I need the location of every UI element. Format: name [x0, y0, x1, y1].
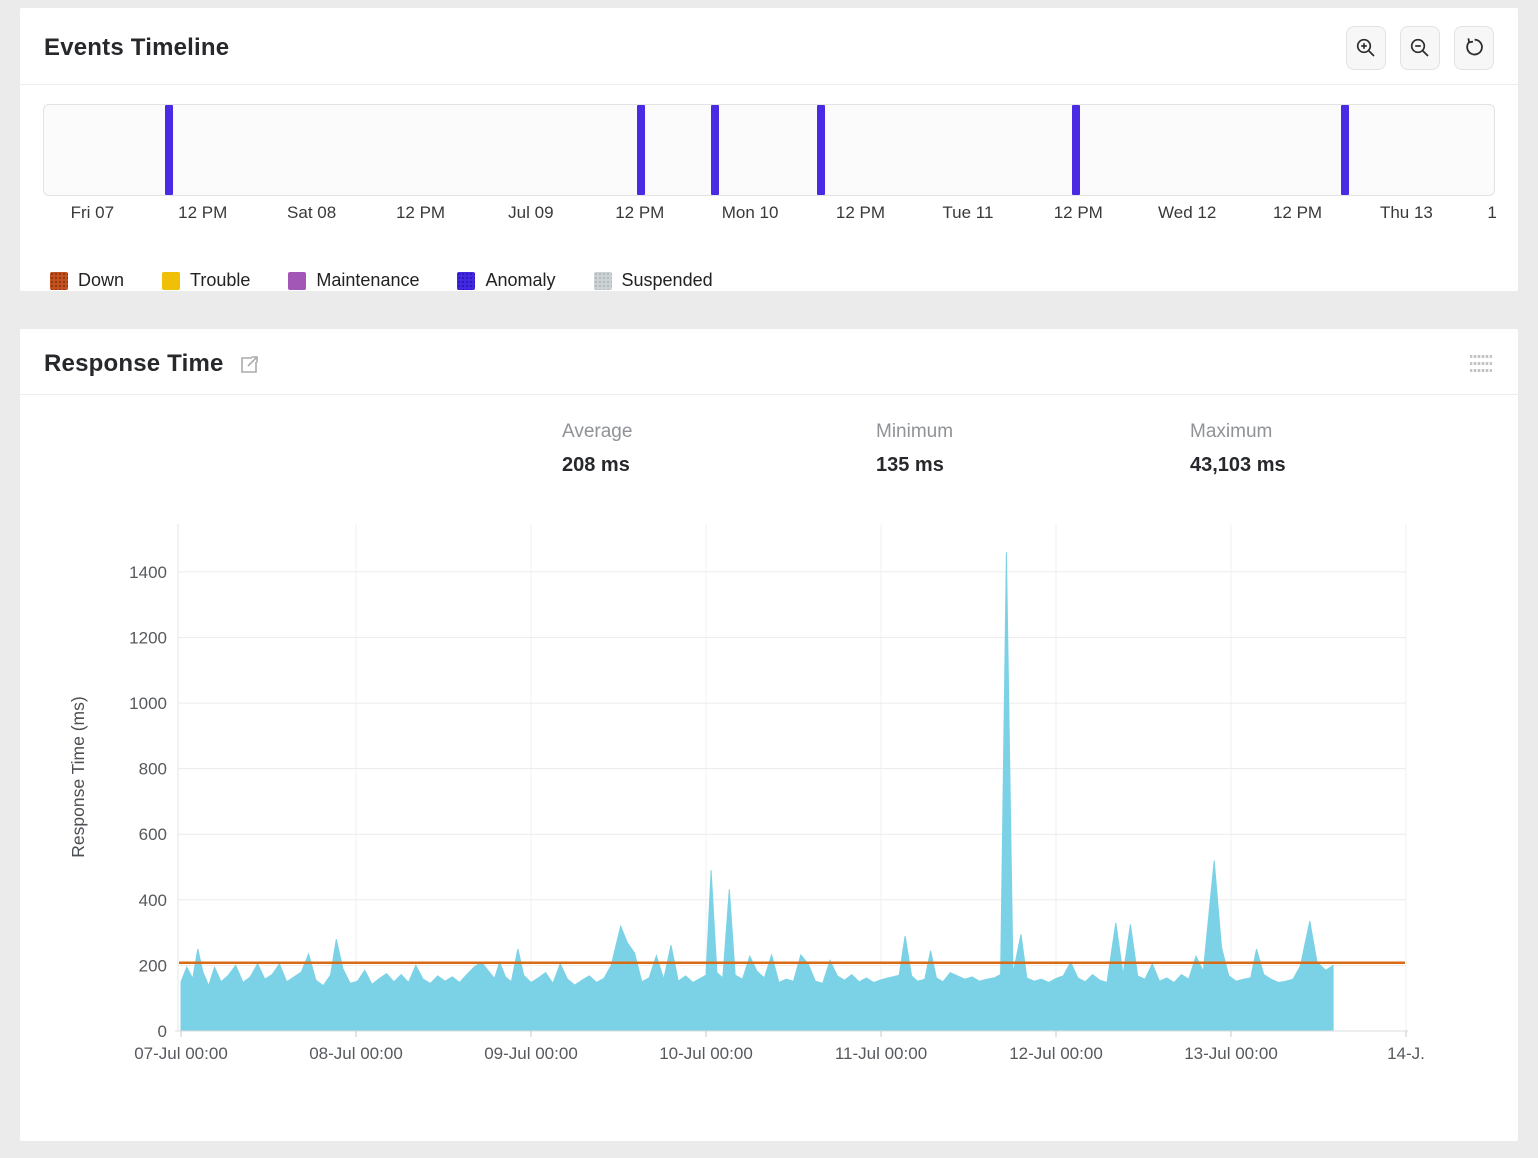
stat-maximum-value: 43,103 ms	[1190, 454, 1286, 476]
stat-average: Average 208 ms	[562, 421, 876, 477]
x-axis-tick-label: 13-Jul 00:00	[1184, 1044, 1278, 1063]
legend-label: Suspended	[621, 270, 713, 290]
chart-menu-button[interactable]	[1468, 347, 1494, 380]
x-axis-tick-label: 08-Jul 00:00	[309, 1044, 403, 1063]
timeline-axis-label: Jul 09	[508, 203, 554, 222]
timeline-axis-label: 1	[1487, 203, 1497, 222]
legend-item-maintenance[interactable]: Maintenance	[288, 270, 419, 291]
y-axis-tick-label: 400	[139, 891, 167, 910]
y-axis-title: Response Time (ms)	[68, 696, 88, 857]
stat-maximum: Maximum 43,103 ms	[1190, 421, 1504, 477]
legend-item-suspended[interactable]: Suspended	[593, 270, 713, 291]
legend-swatch-trouble	[162, 271, 181, 290]
reset-zoom-button[interactable]	[1454, 26, 1494, 70]
stat-average-value: 208 ms	[562, 454, 630, 476]
timeline-axis-label: 12 PM	[395, 203, 446, 222]
zoom-in-button[interactable]	[1346, 26, 1386, 70]
response-time-header: Response Time	[20, 329, 1518, 394]
events-timeline-header: Events Timeline	[20, 8, 1518, 84]
timeline-axis-label: Tue 11	[942, 203, 994, 222]
y-axis-tick-label: 0	[158, 1022, 167, 1041]
y-axis-tick-label: 200	[139, 956, 167, 975]
timeline-event-bar-anomaly[interactable]	[711, 105, 720, 195]
timeline-axis-label: 12 PM	[178, 203, 228, 222]
response-time-title: Response Time	[44, 349, 224, 377]
legend-item-down[interactable]: Down	[50, 270, 124, 291]
external-link-icon[interactable]	[238, 354, 260, 376]
timeline-axis-label: Fri 07	[70, 203, 115, 222]
zoom-out-icon	[1410, 38, 1429, 57]
stat-minimum: Minimum 135 ms	[876, 421, 1190, 477]
timeline-event-bar-anomaly[interactable]	[637, 105, 646, 195]
x-axis-tick-label: 11-Jul 00:00	[835, 1044, 927, 1063]
legend-label: Maintenance	[316, 270, 420, 290]
legend-label: Trouble	[190, 270, 251, 290]
events-timeline-panel: Events Timeline	[20, 8, 1518, 291]
response-time-chart[interactable]: 07-Jul 00:00 08-Jul 00:00 09-Jul 00:00 10-J…	[20, 519, 1518, 1077]
reset-zoom-icon	[1466, 38, 1483, 56]
timeline-event-bar-anomaly[interactable]	[1340, 105, 1349, 195]
timeline-axis-label: Thu 13	[1379, 203, 1433, 222]
events-legend: Down Trouble Maintenance Anomaly Suspended	[50, 270, 1518, 291]
x-axis-tick-label: 07-Jul 00:00	[134, 1044, 228, 1063]
legend-item-anomaly[interactable]: Anomaly	[457, 270, 556, 291]
x-axis-tick-label: 12-Jul 00:00	[1009, 1044, 1103, 1063]
legend-label: Down	[78, 270, 125, 290]
legend-label: Anomaly	[485, 270, 556, 290]
x-axis-tick-label: 10-Jul 00:00	[659, 1044, 753, 1063]
response-time-stats: Average 208 ms Minimum 135 ms Maximum 43…	[562, 421, 1518, 477]
header-divider	[20, 84, 1518, 85]
timeline-axis-label: 12 PM	[1053, 203, 1103, 222]
legend-swatch-maintenance	[288, 271, 307, 290]
timeline-axis-label: 12 PM	[835, 203, 886, 222]
y-axis-tick-label: 1200	[129, 629, 167, 648]
response-time-chart-area: 07-Jul 00:00 08-Jul 00:00 09-Jul 00:00 10-J…	[20, 519, 1518, 1082]
zoom-out-button[interactable]	[1400, 26, 1440, 70]
y-axis-tick-label: 800	[139, 760, 167, 779]
stat-minimum-value: 135 ms	[876, 454, 944, 476]
response-time-panel: Response Time Average 208 ms Minimum 135…	[20, 329, 1518, 1141]
timeline-zoom-toolbar	[1332, 26, 1494, 70]
stat-average-label: Average	[562, 421, 633, 442]
timeline-event-bar-anomaly[interactable]	[817, 105, 826, 195]
y-axis-tick-label: 1000	[129, 694, 167, 713]
timeline-axis-label: Wed 12	[1158, 203, 1217, 222]
legend-swatch-anomaly	[457, 271, 476, 290]
stat-minimum-label: Minimum	[876, 421, 954, 442]
events-timeline-title: Events Timeline	[44, 34, 230, 61]
stat-maximum-label: Maximum	[1190, 421, 1273, 442]
timeline-axis-label: 12 PM	[615, 203, 665, 222]
x-axis-tick-label: 14-J.	[1387, 1044, 1425, 1063]
response-time-series-area	[180, 552, 1334, 1032]
legend-swatch-down	[50, 271, 68, 290]
timeline-axis-label: 12 PM	[1272, 203, 1323, 222]
timeline-axis-label: Mon 10	[721, 203, 779, 222]
events-timeline-track[interactable]	[43, 104, 1495, 196]
y-axis-tick-label: 600	[139, 825, 167, 844]
header-divider	[20, 394, 1518, 395]
timeline-axis-label: Sat 08	[287, 203, 337, 222]
zoom-in-icon	[1356, 38, 1375, 57]
timeline-event-bar-anomaly[interactable]	[1072, 105, 1081, 195]
chart-menu-icon	[1470, 355, 1492, 358]
y-axis-tick-label: 1400	[129, 563, 167, 582]
legend-item-trouble[interactable]: Trouble	[162, 270, 250, 291]
x-axis-tick-label: 09-Jul 00:00	[484, 1044, 578, 1063]
legend-swatch-suspended	[593, 271, 612, 290]
timeline-axis-labels: Fri 07 12 PM Sat 08 12 PM Jul 09 12 PM Mon 10 1…	[43, 200, 1497, 228]
timeline-event-bar-anomaly[interactable]	[164, 105, 173, 195]
